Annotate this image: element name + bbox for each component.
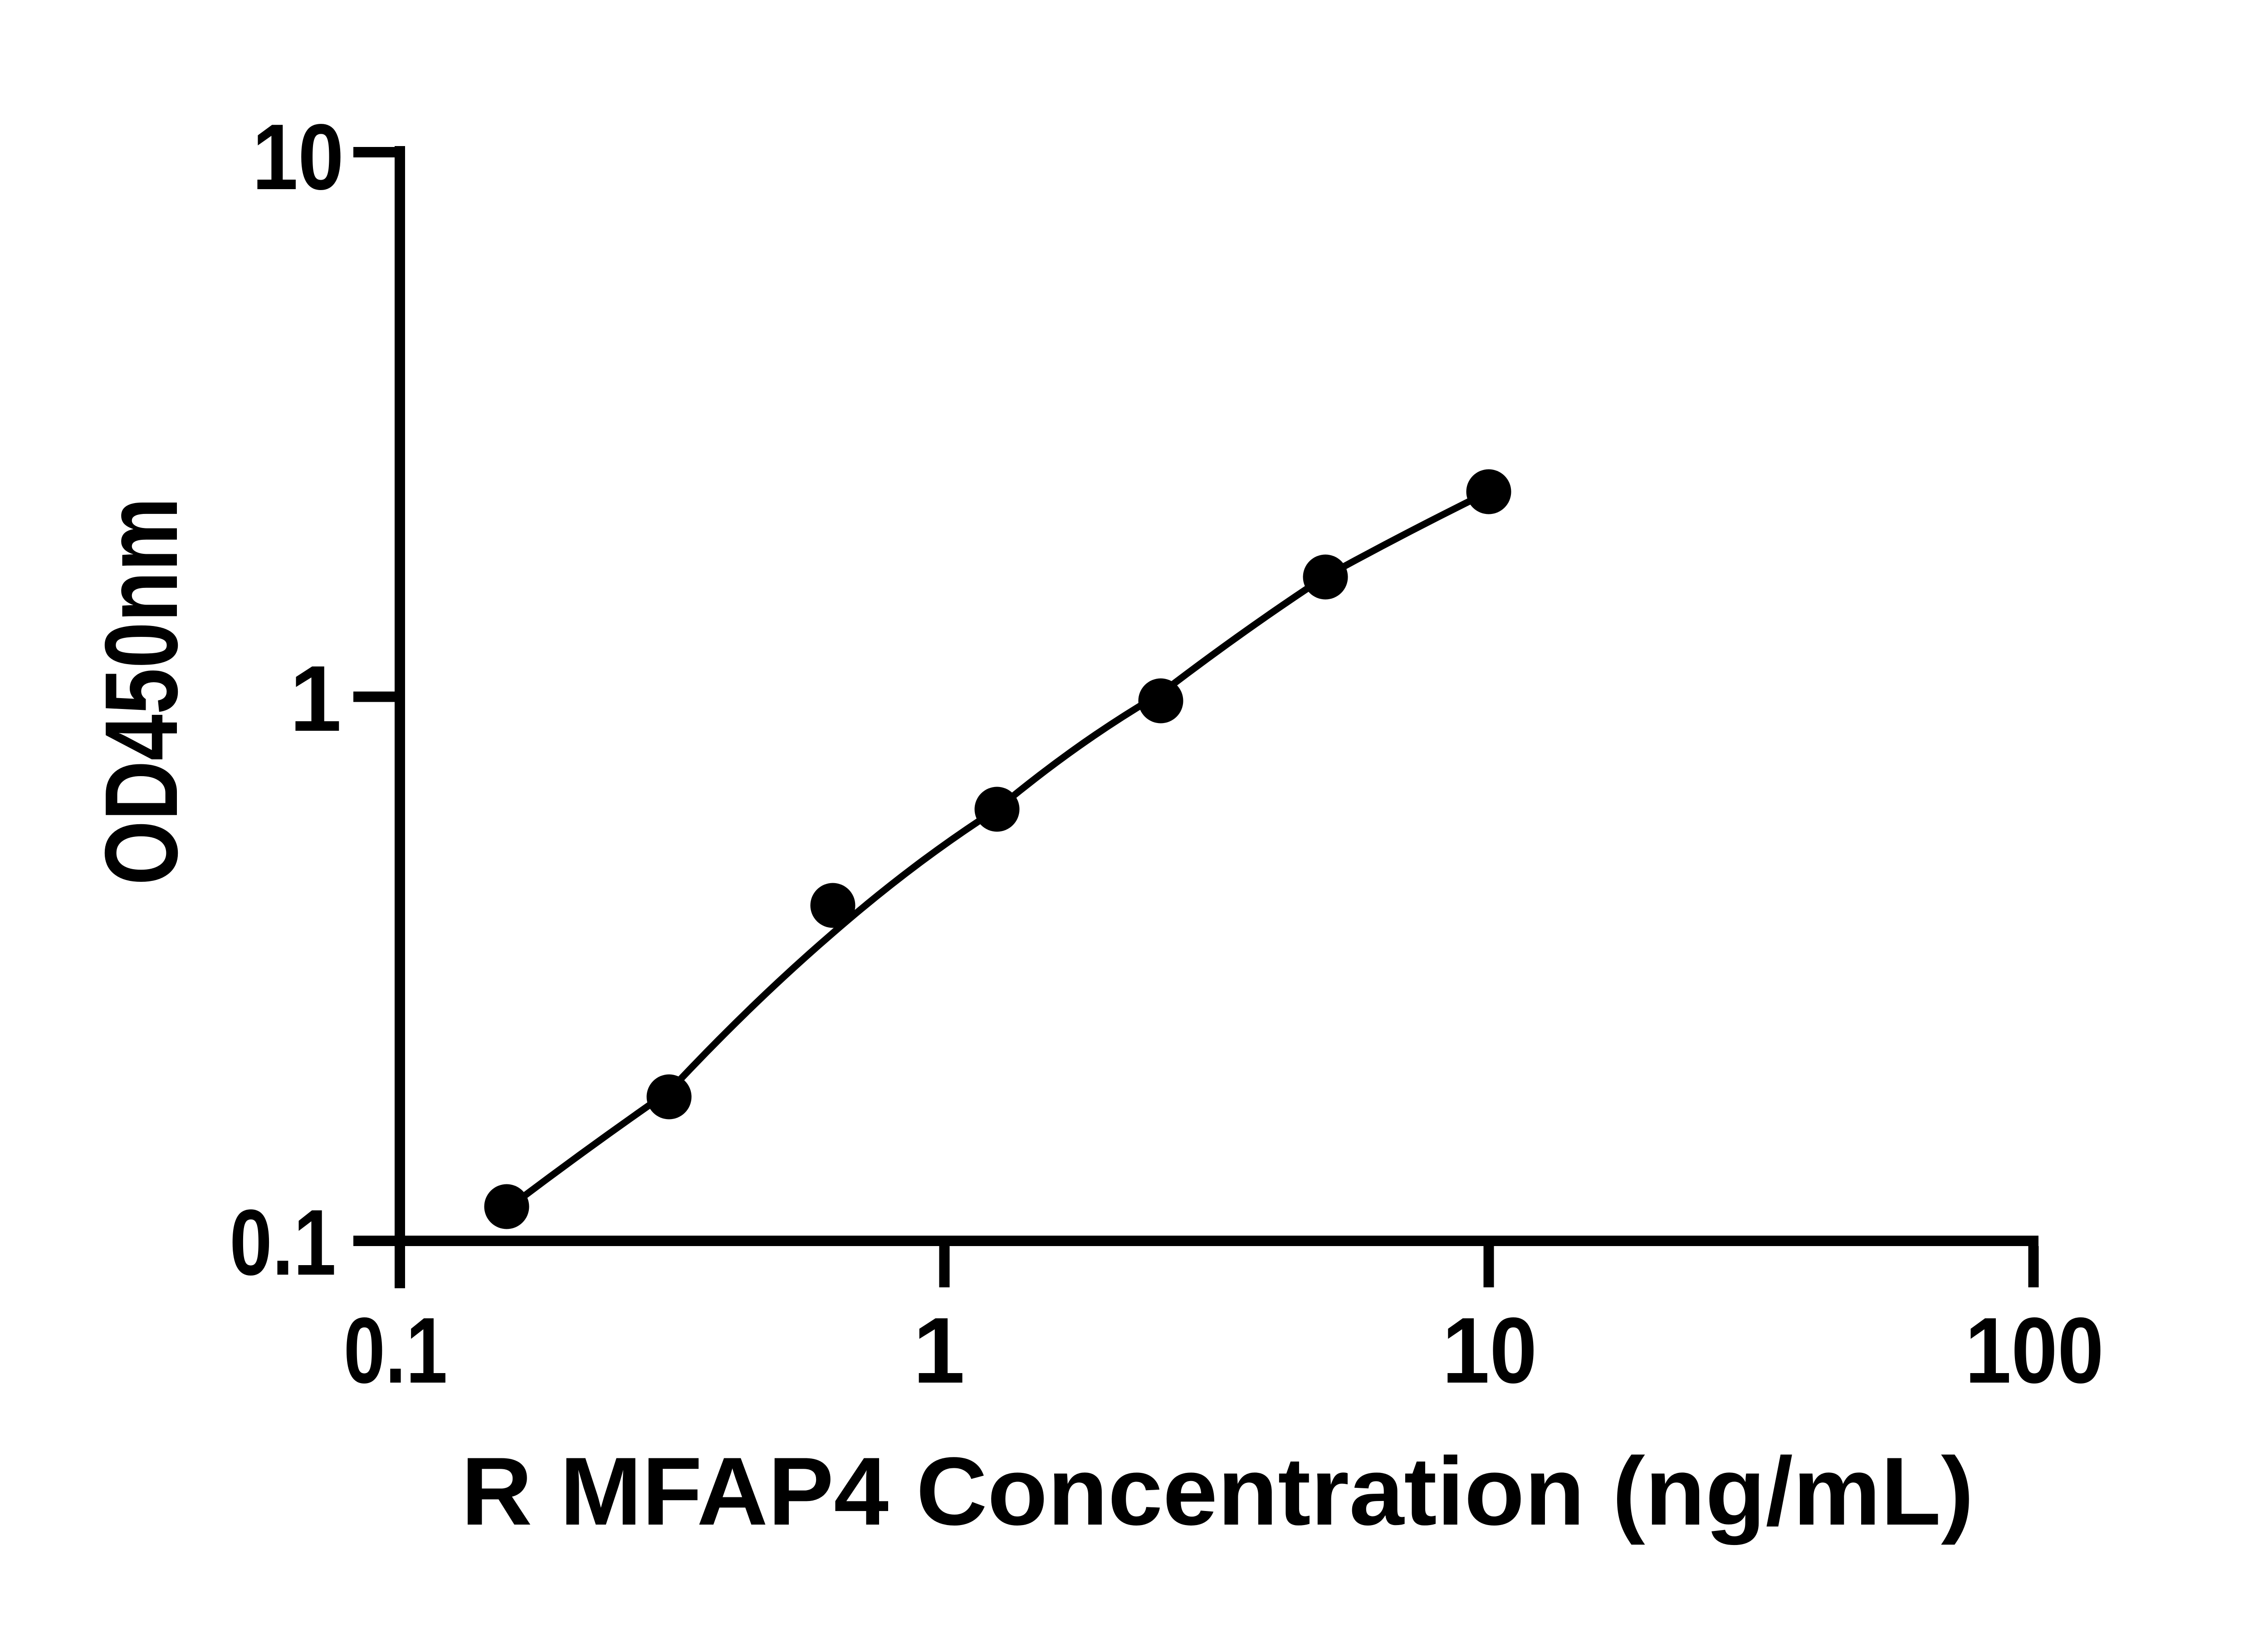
- svg-text:OD450nm: OD450nm: [84, 498, 199, 885]
- svg-text:10: 10: [1442, 1298, 1537, 1403]
- svg-text:1: 1: [913, 1298, 965, 1403]
- svg-text:10: 10: [252, 105, 344, 209]
- svg-text:100: 100: [1965, 1298, 2104, 1403]
- svg-text:0.1: 0.1: [230, 1190, 336, 1295]
- svg-text:1: 1: [289, 646, 342, 751]
- svg-text:0.1: 0.1: [344, 1298, 448, 1403]
- svg-text:R MFAP4 Concentration (ng/mL): R MFAP4 Concentration (ng/mL): [461, 1437, 1974, 1545]
